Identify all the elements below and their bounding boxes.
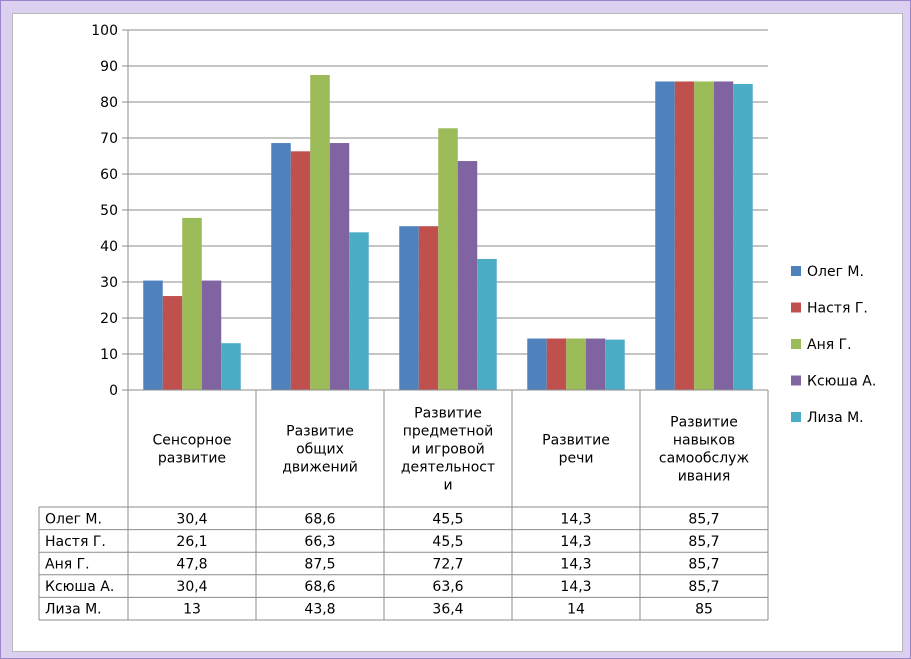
category-label: Сенсорное (152, 433, 231, 449)
table-cell-value: 26,1 (176, 534, 207, 550)
category-label: Развитие (542, 433, 610, 449)
table-cell-value: 14,3 (560, 511, 591, 527)
table-cell-value: 14,3 (560, 534, 591, 550)
bar (271, 143, 291, 390)
bar (329, 143, 350, 390)
table-cell-value: 85 (695, 602, 713, 618)
category-label: предметной (403, 424, 493, 440)
bar (605, 339, 625, 390)
legend-label: Аня Г. (807, 337, 852, 353)
legend-swatch (791, 375, 801, 386)
bar (290, 151, 311, 390)
bar (310, 75, 330, 390)
table-cell-value: 45,5 (432, 511, 463, 527)
bar (201, 280, 222, 390)
bar (733, 84, 753, 390)
table-cell-value: 14,3 (560, 579, 591, 595)
bar (457, 161, 478, 390)
table-cell-value: 43,8 (304, 602, 335, 618)
table-cell-value: 14,3 (560, 557, 591, 573)
bar (221, 343, 241, 390)
bar (349, 232, 369, 390)
y-tick-label: 0 (109, 383, 118, 399)
table-row-label: Аня Г. (45, 557, 90, 573)
category-label: развитие (158, 451, 226, 467)
legend-label: Лиза М. (807, 410, 864, 426)
bar-chart-with-data-table: 0 10 20 30 40 50 60 70 80 90 100 Сенсорное развитие Р… (38, 23, 876, 621)
y-tick-label: 70 (100, 131, 118, 147)
table-cell-value: 85,7 (688, 557, 719, 573)
table-cell-value: 85,7 (688, 534, 719, 550)
category-label: навыков (673, 433, 735, 449)
category-label: Развитие (670, 415, 738, 431)
y-tick-label: 60 (100, 167, 118, 183)
table-cell-value: 36,4 (432, 602, 463, 618)
y-tick-label: 100 (91, 23, 118, 39)
legend-swatch (791, 339, 801, 349)
bar (162, 296, 183, 390)
category-label: Развитие (414, 406, 482, 422)
legend-swatch (791, 266, 801, 276)
table-cell-value: 68,6 (304, 511, 335, 527)
legend-label: Олег М. (807, 264, 864, 280)
bar (694, 81, 714, 390)
bar (182, 217, 202, 390)
table-cell-value: 30,4 (176, 511, 207, 527)
chart-panel: 0 10 20 30 40 50 60 70 80 90 100 Сенсорное развитие Р… (12, 13, 903, 652)
legend-swatch (791, 302, 801, 313)
bar (143, 280, 163, 390)
category-label: общих (296, 442, 344, 458)
legend-swatch (791, 412, 801, 422)
category-label: деятельност (401, 460, 495, 476)
bar (655, 81, 675, 390)
bar (713, 81, 734, 390)
category-label: ивания (678, 469, 731, 485)
category-label: движений (282, 460, 358, 476)
table-cell-value: 63,6 (432, 579, 463, 595)
bar (566, 338, 586, 390)
table-cell-value: 66,3 (304, 534, 335, 550)
table-cell-value: 85,7 (688, 511, 719, 527)
category-label: речи (559, 451, 594, 467)
category-label: самообслуж (659, 451, 750, 467)
y-tick-label: 40 (100, 239, 118, 255)
bar (527, 338, 547, 390)
y-tick-label: 30 (100, 275, 118, 291)
y-tick-label: 90 (100, 59, 118, 75)
table-cell-value: 13 (183, 602, 201, 618)
table-cell-value: 87,5 (304, 557, 335, 573)
table-row-label: Настя Г. (45, 534, 106, 550)
legend-label: Ксюша А. (807, 374, 876, 390)
legend-label: Настя Г. (807, 301, 868, 317)
bar (585, 338, 606, 390)
category-label: Развитие (286, 424, 354, 440)
table-row-label: Олег М. (45, 511, 102, 527)
bar (399, 226, 419, 390)
table-cell-value: 47,8 (176, 557, 207, 573)
table-cell-value: 14 (567, 602, 585, 618)
y-tick-label: 50 (100, 203, 118, 219)
table-row-label: Ксюша А. (45, 579, 114, 595)
table-cell-value: 30,4 (176, 579, 207, 595)
category-label: и игровой (411, 442, 484, 458)
table-cell-value: 72,7 (432, 557, 463, 573)
table-cell-value: 68,6 (304, 579, 335, 595)
y-tick-label: 10 (100, 347, 118, 363)
y-tick-label: 80 (100, 95, 118, 111)
category-label: и (443, 478, 452, 494)
table-row-label: Лиза М. (45, 602, 102, 618)
bar (418, 226, 439, 390)
bar (477, 258, 497, 390)
y-tick-label: 20 (100, 311, 118, 327)
bar (674, 81, 695, 390)
bar (438, 128, 458, 390)
table-cell-value: 85,7 (688, 579, 719, 595)
table-cell-value: 45,5 (432, 534, 463, 550)
bar (546, 338, 567, 390)
